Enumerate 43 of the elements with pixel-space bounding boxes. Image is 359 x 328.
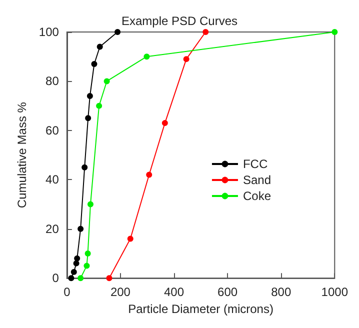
y-tick-label: 20 <box>46 222 60 236</box>
point <box>78 275 84 282</box>
y-tick-label: 60 <box>46 123 60 138</box>
point <box>146 172 152 178</box>
point <box>85 115 92 122</box>
point <box>82 164 88 170</box>
x-tick-label: 600 <box>218 285 238 300</box>
point <box>73 260 80 266</box>
y-tick-label: 100 <box>38 25 60 39</box>
point <box>74 255 80 262</box>
point <box>96 102 102 109</box>
point <box>144 54 150 60</box>
x-tick-label: 400 <box>164 285 184 300</box>
legend-label: Coke <box>242 189 272 203</box>
point <box>202 29 209 35</box>
x-tick-label: 1000 <box>321 285 348 300</box>
point <box>96 44 103 50</box>
point <box>91 60 98 67</box>
point <box>84 262 90 269</box>
y-tick-label: 80 <box>46 74 60 88</box>
point <box>127 236 134 242</box>
point <box>183 56 190 62</box>
y-tick-label: 40 <box>46 172 60 187</box>
x-tick-label: 800 <box>271 285 292 300</box>
legend-label: FCC <box>242 157 268 171</box>
point <box>87 201 94 208</box>
x-axis-title: Particle Diameter (microns) <box>128 302 274 316</box>
point <box>84 250 91 256</box>
point <box>68 275 74 282</box>
point <box>70 268 77 275</box>
point <box>332 29 338 35</box>
legend-label: Sand <box>242 173 272 187</box>
point <box>114 29 121 35</box>
x-tick-label: 0 <box>64 285 71 300</box>
y-axis-title: Cumulative Mass % <box>15 102 29 208</box>
y-tick-label: 0 <box>52 271 60 286</box>
point <box>86 92 93 99</box>
point <box>78 226 84 232</box>
point <box>104 78 110 84</box>
chart-title: Example PSD Curves <box>121 14 238 28</box>
x-tick-label: 200 <box>110 285 131 300</box>
point <box>106 275 112 282</box>
point <box>162 120 168 126</box>
